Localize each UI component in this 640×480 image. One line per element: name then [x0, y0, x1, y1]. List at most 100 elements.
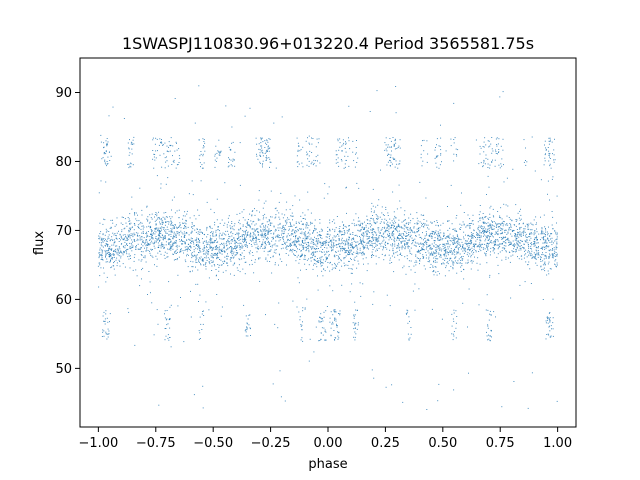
- data-point: [383, 222, 385, 224]
- data-point: [319, 340, 321, 341]
- data-point: [334, 236, 336, 238]
- data-point: [340, 259, 342, 261]
- data-point: [437, 400, 439, 402]
- data-point: [496, 224, 498, 226]
- data-point: [504, 232, 506, 233]
- data-point: [305, 242, 307, 244]
- data-point: [302, 321, 303, 323]
- data-point: [172, 242, 174, 244]
- data-point: [372, 233, 374, 235]
- data-point: [482, 243, 484, 245]
- data-point: [535, 237, 537, 239]
- data-point: [487, 235, 489, 236]
- data-point: [218, 279, 219, 281]
- data-point: [381, 253, 383, 255]
- data-point: [278, 229, 280, 231]
- data-point: [254, 214, 256, 216]
- data-point: [333, 239, 335, 241]
- data-point: [213, 212, 215, 214]
- data-point: [230, 232, 232, 234]
- data-point: [483, 230, 485, 232]
- data-point: [238, 233, 240, 235]
- data-point: [312, 243, 314, 245]
- data-point: [503, 248, 505, 250]
- data-point: [103, 218, 105, 220]
- data-point: [547, 317, 549, 319]
- data-point: [185, 220, 187, 222]
- data-point: [370, 217, 372, 219]
- data-point: [308, 251, 310, 253]
- data-point: [437, 224, 439, 226]
- data-point: [273, 238, 274, 239]
- data-point: [547, 193, 548, 195]
- data-point: [491, 137, 493, 138]
- data-point: [385, 231, 387, 233]
- data-point: [502, 238, 504, 239]
- data-point: [541, 233, 543, 235]
- data-point: [221, 238, 223, 240]
- data-point: [261, 137, 263, 139]
- data-point: [540, 216, 541, 218]
- data-point: [136, 235, 138, 237]
- data-point: [106, 252, 108, 254]
- data-point: [452, 261, 454, 263]
- data-point: [401, 235, 403, 237]
- data-point: [151, 218, 153, 220]
- data-point: [160, 245, 162, 247]
- data-point: [492, 225, 494, 227]
- data-point: [253, 220, 255, 222]
- data-point: [410, 213, 412, 215]
- data-point: [532, 224, 534, 226]
- data-point: [555, 248, 557, 250]
- data-point: [166, 232, 168, 234]
- data-point: [126, 239, 128, 241]
- data-point: [307, 158, 309, 160]
- data-point: [264, 230, 266, 232]
- data-point: [348, 254, 350, 255]
- data-point: [519, 242, 521, 244]
- data-point: [376, 240, 378, 242]
- data-point: [425, 197, 427, 199]
- data-point: [131, 250, 133, 252]
- data-point: [103, 146, 105, 148]
- data-point: [379, 233, 381, 234]
- data-point: [359, 252, 361, 254]
- data-point: [242, 245, 244, 247]
- data-point: [486, 246, 488, 248]
- data-point: [106, 144, 108, 146]
- data-point: [540, 261, 542, 262]
- data-point: [219, 246, 220, 248]
- data-point: [104, 323, 106, 325]
- data-point: [355, 241, 357, 243]
- data-point: [140, 221, 142, 223]
- data-point: [323, 197, 325, 199]
- data-point: [163, 228, 165, 230]
- data-point: [438, 248, 440, 250]
- data-point: [157, 217, 159, 219]
- data-point: [371, 228, 373, 230]
- data-point: [156, 309, 158, 311]
- data-point: [137, 226, 139, 228]
- data-point: [169, 248, 171, 249]
- data-point: [482, 228, 484, 230]
- data-point: [487, 158, 489, 160]
- data-point: [481, 247, 483, 249]
- data-point: [269, 222, 271, 224]
- data-point: [105, 228, 107, 230]
- data-point: [373, 243, 375, 244]
- data-point: [318, 248, 319, 249]
- data-point: [545, 338, 547, 340]
- data-point: [540, 239, 541, 241]
- data-point: [249, 227, 251, 229]
- data-point: [434, 266, 436, 268]
- data-point: [343, 225, 344, 227]
- data-point: [314, 219, 316, 221]
- data-point: [129, 223, 130, 225]
- data-point: [330, 247, 332, 249]
- data-point: [102, 315, 104, 317]
- data-point: [159, 154, 161, 156]
- data-point: [499, 216, 500, 218]
- data-point: [313, 351, 315, 353]
- data-point: [508, 239, 510, 241]
- data-point: [251, 223, 253, 225]
